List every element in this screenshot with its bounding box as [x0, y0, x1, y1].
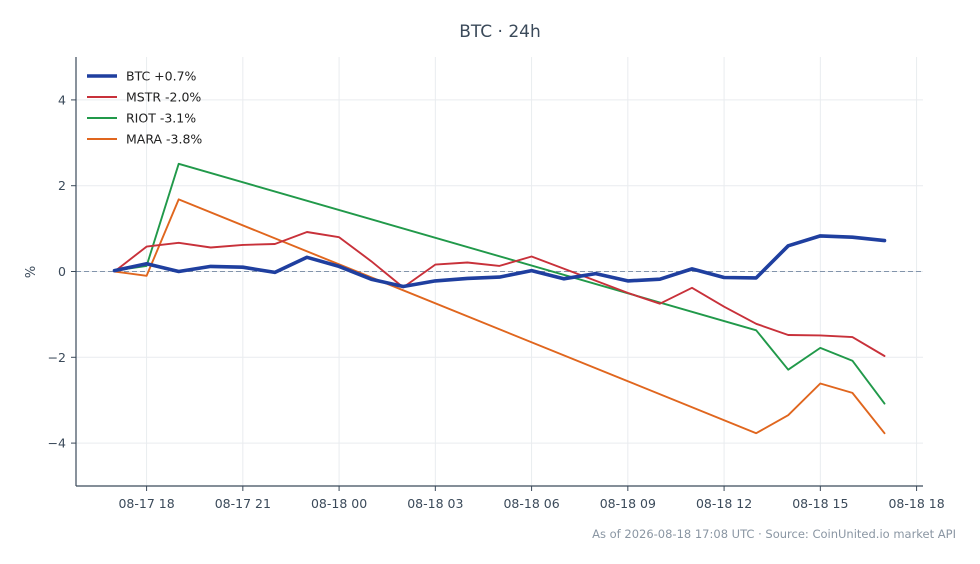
x-tick-label-7: 08-18 15: [792, 496, 848, 511]
x-tick-label-1: 08-17 21: [215, 496, 271, 511]
x-tick-label-8: 08-18 18: [888, 496, 944, 511]
chart-title: BTC · 24h: [459, 22, 541, 42]
series-lines: [112, 162, 887, 435]
series-line-1: [113, 231, 886, 357]
legend-label-2: RIOT -3.1%: [126, 111, 196, 126]
x-tick-label-4: 08-18 06: [503, 496, 559, 511]
y-tick-label-2: 0: [58, 264, 66, 279]
legend-label-1: MSTR -2.0%: [126, 90, 201, 105]
series-line-0: [112, 234, 887, 289]
line-chart: BTC · 24h % 08-17 18 08-17 21 08-18 00 08-1…: [24, 22, 945, 511]
x-tick-label-5: 08-18 09: [600, 496, 656, 511]
grid: [76, 57, 923, 486]
y-tick-label-0: −4: [48, 436, 66, 451]
series-line-2: [113, 162, 886, 405]
series-line-3: [113, 198, 886, 435]
y-tick-label-3: 2: [58, 178, 66, 193]
x-tick-label-0: 08-17 18: [118, 496, 174, 511]
x-tick-label-3: 08-18 03: [407, 496, 463, 511]
x-tick-label-2: 08-18 00: [311, 496, 367, 511]
y-tick-label-4: 4: [58, 92, 66, 107]
y-tick-label-1: −2: [48, 350, 66, 365]
legend-label-3: MARA -3.8%: [126, 132, 202, 147]
legend: BTC +0.7% MSTR -2.0% RIOT -3.1% MARA -3.8%: [87, 69, 202, 147]
y-axis-ticks: −4 −2 0 2 4: [48, 92, 76, 451]
chart-footer-source: As of 2026-08-18 17:08 UTC · Source: Coi…: [592, 527, 956, 541]
x-axis-ticks: 08-17 18 08-17 21 08-18 00 08-18 03 08-18 06…: [118, 486, 945, 511]
y-axis-label: %: [24, 266, 39, 278]
x-tick-label-6: 08-18 12: [696, 496, 752, 511]
legend-label-0: BTC +0.7%: [126, 69, 197, 84]
